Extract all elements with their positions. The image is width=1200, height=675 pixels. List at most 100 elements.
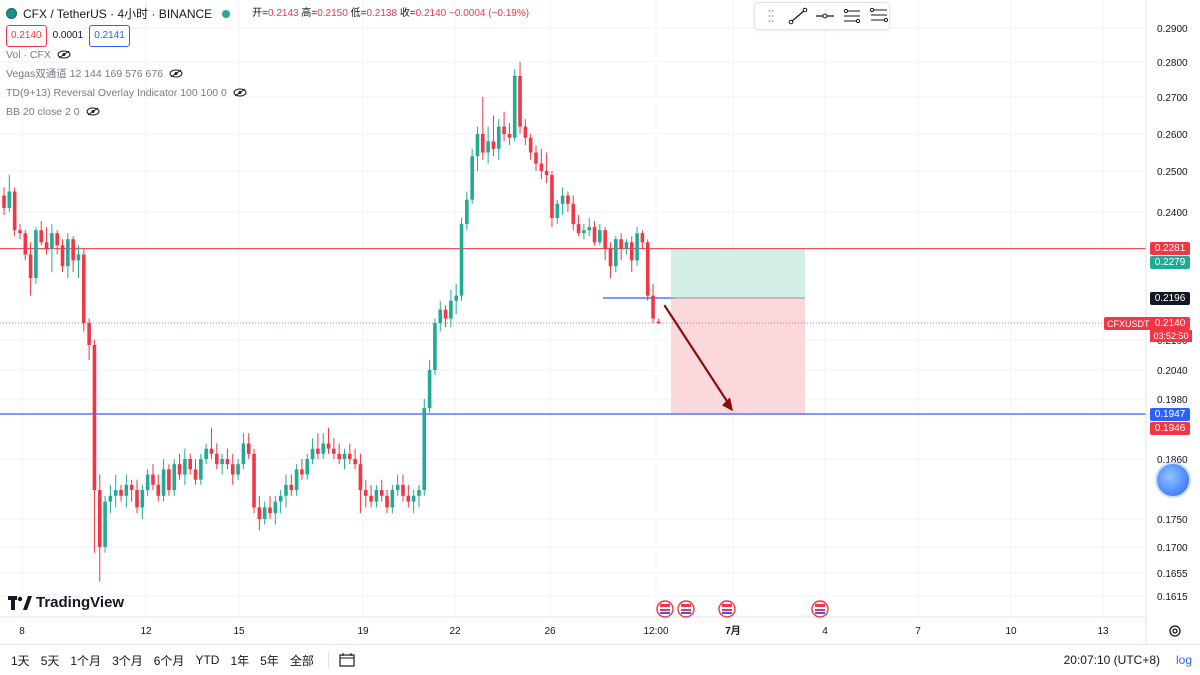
sell-button[interactable]: 0.2140 xyxy=(6,24,47,47)
support-bottom-tag[interactable]: 0.1946 xyxy=(1150,422,1190,435)
candle-body xyxy=(321,443,325,454)
candle-body xyxy=(544,171,549,176)
candle-body xyxy=(427,370,432,409)
last-price-tag[interactable]: 0.2140 xyxy=(1150,317,1190,330)
candle-body xyxy=(656,321,661,323)
range-all-button[interactable]: 全部 xyxy=(289,653,314,668)
us-flag-event-icon[interactable] xyxy=(811,600,829,618)
us-flag-event-icon[interactable] xyxy=(718,600,736,618)
candle-body xyxy=(66,239,70,267)
change-value: −0.0004 (−0.19%) xyxy=(449,7,530,19)
eye-hidden-icon[interactable] xyxy=(169,69,183,78)
candle-body xyxy=(475,134,480,157)
target-zone[interactable] xyxy=(671,248,805,298)
indicator-row-vol[interactable]: Vol · CFX xyxy=(6,45,529,64)
time-tick-label: 12:00 xyxy=(643,626,668,637)
range-1d-button[interactable]: 1天 xyxy=(11,653,30,668)
range-6m-button[interactable]: 6个月 xyxy=(153,653,185,668)
price-tick-label: 0.2400 xyxy=(1157,208,1188,219)
candle-body xyxy=(390,490,395,508)
candle-body xyxy=(129,484,134,490)
stop-zone[interactable] xyxy=(671,298,805,414)
candle-body xyxy=(539,163,544,171)
fib-retracement-button[interactable] xyxy=(868,5,889,27)
tradingview-logo[interactable]: TradingView xyxy=(8,594,124,611)
projection-arrow[interactable] xyxy=(663,304,733,412)
close-label: 收= xyxy=(399,7,416,19)
candle-body xyxy=(486,141,490,153)
candle-body xyxy=(34,230,38,278)
candle-body xyxy=(363,490,368,496)
candle-body xyxy=(518,76,522,127)
candle-body xyxy=(97,490,102,547)
range-ytd-button[interactable]: YTD xyxy=(195,653,220,667)
time-tick-label: 8 xyxy=(19,626,25,637)
resistance-top-tag[interactable]: 0.2281 xyxy=(1150,242,1190,255)
candle-body xyxy=(87,323,91,345)
support-top-tag[interactable]: 0.1947 xyxy=(1150,408,1190,421)
log-scale-button[interactable]: log xyxy=(1175,653,1192,667)
axis-settings-icon[interactable] xyxy=(1168,624,1182,638)
parallel-channel-button[interactable] xyxy=(841,5,862,27)
candle-body xyxy=(491,141,496,149)
eye-hidden-icon[interactable] xyxy=(86,107,100,116)
entry-price-tag[interactable]: 0.2196 xyxy=(1150,292,1190,305)
indicator-label: Vol · CFX xyxy=(6,48,51,61)
candle-body xyxy=(385,495,389,508)
range-1m-button[interactable]: 1个月 xyxy=(70,653,102,668)
candle-body xyxy=(204,448,208,459)
horizontal-ray-button[interactable] xyxy=(815,5,836,27)
range-3m-button[interactable]: 3个月 xyxy=(112,653,143,668)
time-axis[interactable]: 8 12 15 19 22 26 12:00 7月 4 7 10 13 xyxy=(0,616,1146,637)
candle-body xyxy=(103,501,107,547)
candle-body xyxy=(438,309,443,323)
indicator-row-bb[interactable]: BB 20 close 2 0 xyxy=(6,102,529,121)
candle-body xyxy=(406,495,411,502)
candle-body xyxy=(603,230,607,249)
economic-events[interactable] xyxy=(656,600,829,618)
range-5d-button[interactable]: 5天 xyxy=(40,653,60,668)
us-flag-event-icon[interactable] xyxy=(677,600,695,618)
candle-body xyxy=(332,448,336,454)
eye-hidden-icon[interactable] xyxy=(57,50,71,59)
candle-body xyxy=(411,495,416,502)
candle-body xyxy=(507,134,512,138)
candle-body xyxy=(92,345,97,490)
candle-body xyxy=(555,203,560,219)
indicator-row-td[interactable]: TD(9+13) Reversal Overlay Indicator 100 … xyxy=(6,83,529,102)
grip-icon xyxy=(768,10,774,22)
symbol-title[interactable]: CFX / TetherUS · 4小时 · BINANCE xyxy=(23,6,213,21)
range-5y-button[interactable]: 5年 xyxy=(260,653,279,668)
candle-body xyxy=(614,239,618,267)
time-tick-label: 7 xyxy=(915,626,921,637)
parallel-channel-icon xyxy=(843,8,860,24)
candle-body xyxy=(241,443,246,465)
time-tick-label: 22 xyxy=(449,626,461,637)
range-1y-button[interactable]: 1年 xyxy=(230,653,250,668)
trend-line-icon xyxy=(788,7,808,25)
arrow-head xyxy=(722,397,733,412)
candle-body xyxy=(449,300,453,319)
resistance-bottom-tag[interactable]: 0.2279 xyxy=(1150,256,1190,269)
candle-body xyxy=(358,464,363,490)
symbol-price-tag[interactable]: CFXUSDT xyxy=(1104,317,1153,330)
low-label: 低= xyxy=(350,7,367,19)
candle-body xyxy=(140,490,145,508)
chart-grid xyxy=(0,0,1146,617)
candle-body xyxy=(465,199,469,225)
eye-hidden-icon[interactable] xyxy=(233,88,247,97)
trend-line-button[interactable] xyxy=(788,5,809,27)
candle-body xyxy=(587,227,591,231)
drag-handle[interactable] xyxy=(761,5,782,27)
price-chart[interactable]: 0.2900 0.2800 0.2700 0.2600 0.2500 0.2400 0.21… xyxy=(0,0,1200,644)
candle-body xyxy=(624,242,629,249)
buy-button[interactable]: 0.2141 xyxy=(89,24,130,47)
indicator-row-vegas[interactable]: Vegas双通道 12 144 169 576 676 xyxy=(6,64,529,83)
clock-readout[interactable]: 20:07:10 (UTC+8) xyxy=(1063,653,1160,667)
us-flag-event-icon[interactable] xyxy=(656,600,674,618)
candle-body xyxy=(348,453,352,459)
candle-body xyxy=(18,230,22,234)
floating-widget-button[interactable] xyxy=(1155,462,1191,498)
date-range-icon[interactable] xyxy=(339,653,355,667)
candle-body xyxy=(199,459,203,480)
